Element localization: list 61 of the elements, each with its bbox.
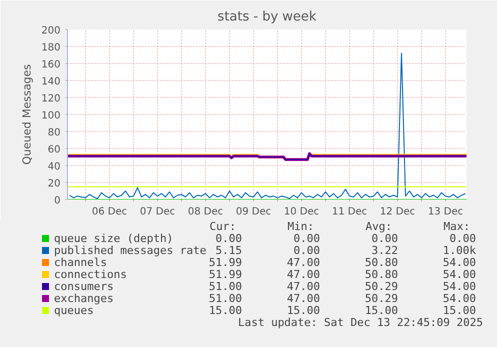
legend-label: connections bbox=[54, 268, 127, 281]
text: 1.00k bbox=[442, 244, 476, 257]
text: 50.29 bbox=[364, 280, 398, 293]
legend-label: published messages rate bbox=[54, 244, 206, 257]
y-axis-title: Queued Messages bbox=[20, 64, 34, 165]
text: 0.00 bbox=[294, 244, 320, 257]
text: Last update: Sat Dec 13 22:45:09 2025 bbox=[238, 316, 483, 329]
y-tick-label: 40 bbox=[48, 162, 61, 172]
text: Avg: bbox=[366, 220, 392, 233]
legend-label: exchanges bbox=[54, 292, 114, 305]
text: Max: bbox=[444, 220, 470, 233]
text: 51.99 bbox=[208, 268, 242, 281]
y-tick-label: 80 bbox=[48, 128, 61, 138]
y-tick-label: 140 bbox=[41, 76, 61, 88]
text: Min: bbox=[288, 220, 314, 233]
text: 54.00 bbox=[442, 256, 476, 269]
x-tick-label: 07 Dec bbox=[140, 206, 176, 218]
chart-title: stats - by week bbox=[218, 10, 317, 24]
text: Cur: bbox=[210, 220, 236, 233]
text: 47.00 bbox=[286, 292, 320, 305]
text: 15.00 bbox=[208, 304, 242, 317]
legend-label: queues bbox=[54, 304, 94, 317]
text: 15.00 bbox=[364, 304, 398, 317]
text: 51.99 bbox=[208, 256, 242, 269]
legend-label: channels bbox=[54, 256, 107, 269]
y-tick-label: 0 bbox=[54, 196, 61, 206]
text: 54.00 bbox=[442, 280, 476, 293]
y-tick-label: 120 bbox=[41, 94, 61, 104]
text: 54.00 bbox=[442, 292, 476, 305]
y-tick-label: 100 bbox=[41, 110, 61, 122]
text: 0.00 bbox=[372, 232, 398, 245]
text: 5.15 bbox=[216, 244, 242, 257]
x-tick-label: 09 Dec bbox=[236, 206, 272, 218]
text: 47.00 bbox=[286, 256, 320, 269]
text: 50.80 bbox=[364, 268, 398, 281]
legend-label: consumers bbox=[54, 280, 114, 293]
y-tick-label: 180 bbox=[41, 42, 61, 54]
text: 51.00 bbox=[208, 280, 242, 293]
y-tick-label: 60 bbox=[48, 144, 61, 156]
x-tick-label: 06 Dec bbox=[92, 206, 128, 218]
text: 47.00 bbox=[286, 280, 320, 293]
text: 54.00 bbox=[442, 268, 476, 281]
x-tick-label: 08 Dec bbox=[188, 206, 224, 218]
x-tick-label: 11 Dec bbox=[332, 206, 368, 218]
x-tick-label: 10 Dec bbox=[284, 206, 320, 218]
y-tick-label: 20 bbox=[48, 178, 61, 190]
text: 50.29 bbox=[364, 292, 398, 305]
x-tick-label: 12 Dec bbox=[380, 206, 416, 218]
text: 47.00 bbox=[286, 268, 320, 281]
text: 15.00 bbox=[442, 304, 476, 317]
text: 0.00 bbox=[450, 232, 476, 245]
text: 51.00 bbox=[208, 292, 242, 305]
text: 0.00 bbox=[294, 232, 320, 245]
text: 3.22 bbox=[372, 244, 398, 257]
y-tick-label: 160 bbox=[41, 60, 61, 70]
text: 15.00 bbox=[286, 304, 320, 317]
y-tick-label: 200 bbox=[41, 26, 61, 36]
legend-label: queue size (depth) bbox=[54, 232, 174, 245]
x-tick-label: 13 Dec bbox=[428, 206, 464, 218]
text: 50.80 bbox=[364, 256, 398, 269]
text: 0.00 bbox=[216, 232, 242, 245]
